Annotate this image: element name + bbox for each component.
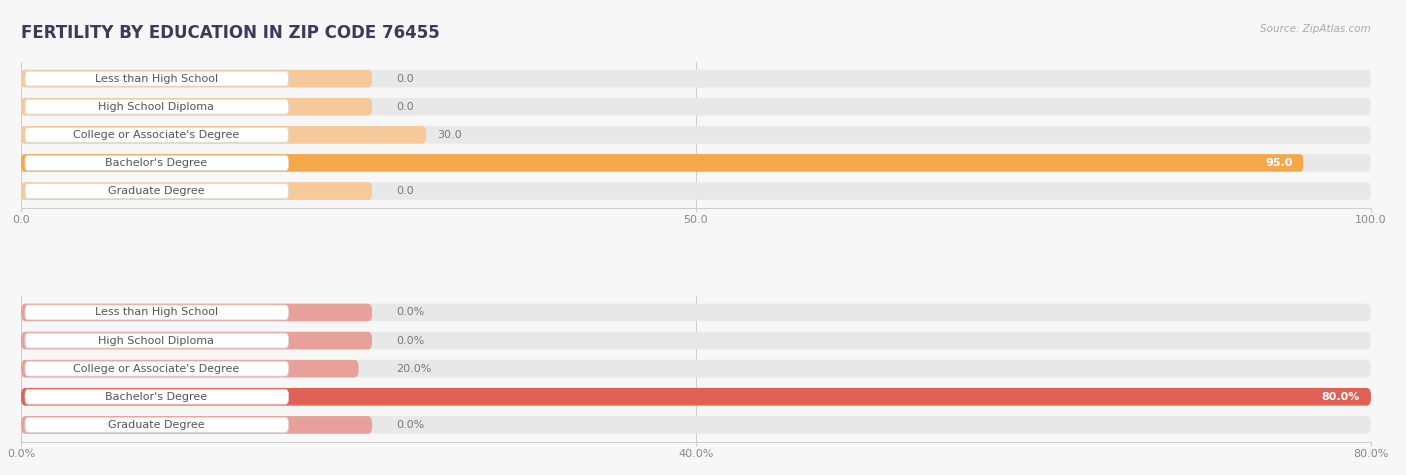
FancyBboxPatch shape (25, 99, 288, 114)
FancyBboxPatch shape (21, 360, 1371, 378)
FancyBboxPatch shape (25, 390, 288, 404)
FancyBboxPatch shape (21, 416, 373, 434)
Text: 0.0: 0.0 (396, 102, 413, 112)
FancyBboxPatch shape (21, 98, 373, 115)
FancyBboxPatch shape (25, 305, 288, 320)
FancyBboxPatch shape (25, 333, 288, 348)
FancyBboxPatch shape (21, 70, 373, 87)
Text: 95.0: 95.0 (1265, 158, 1292, 168)
Text: 30.0: 30.0 (437, 130, 461, 140)
Text: Graduate Degree: Graduate Degree (108, 186, 204, 196)
Text: 80.0%: 80.0% (1322, 392, 1360, 402)
FancyBboxPatch shape (21, 304, 1371, 321)
Text: 0.0%: 0.0% (396, 335, 425, 346)
Text: 0.0: 0.0 (396, 186, 413, 196)
FancyBboxPatch shape (21, 182, 1371, 200)
FancyBboxPatch shape (21, 360, 359, 378)
Text: Graduate Degree: Graduate Degree (108, 420, 204, 430)
FancyBboxPatch shape (25, 71, 288, 86)
FancyBboxPatch shape (21, 388, 1371, 406)
Text: College or Associate's Degree: College or Associate's Degree (73, 130, 239, 140)
Text: Bachelor's Degree: Bachelor's Degree (105, 158, 207, 168)
Text: 20.0%: 20.0% (396, 364, 432, 374)
Text: College or Associate's Degree: College or Associate's Degree (73, 364, 239, 374)
Text: 0.0%: 0.0% (396, 420, 425, 430)
Text: 0.0: 0.0 (396, 74, 413, 84)
FancyBboxPatch shape (25, 418, 288, 432)
Text: High School Diploma: High School Diploma (98, 335, 214, 346)
FancyBboxPatch shape (25, 184, 288, 199)
Text: Less than High School: Less than High School (94, 307, 218, 317)
Text: Bachelor's Degree: Bachelor's Degree (105, 392, 207, 402)
FancyBboxPatch shape (21, 126, 426, 143)
Text: FERTILITY BY EDUCATION IN ZIP CODE 76455: FERTILITY BY EDUCATION IN ZIP CODE 76455 (21, 24, 440, 42)
Text: Less than High School: Less than High School (94, 74, 218, 84)
FancyBboxPatch shape (21, 70, 1371, 87)
Text: High School Diploma: High School Diploma (98, 102, 214, 112)
FancyBboxPatch shape (21, 154, 1371, 172)
FancyBboxPatch shape (21, 332, 373, 350)
FancyBboxPatch shape (21, 332, 1371, 350)
FancyBboxPatch shape (21, 304, 373, 321)
FancyBboxPatch shape (21, 98, 1371, 115)
FancyBboxPatch shape (21, 416, 1371, 434)
FancyBboxPatch shape (25, 127, 288, 142)
Text: Source: ZipAtlas.com: Source: ZipAtlas.com (1260, 24, 1371, 34)
FancyBboxPatch shape (25, 155, 288, 171)
Text: 0.0%: 0.0% (396, 307, 425, 317)
FancyBboxPatch shape (21, 182, 373, 200)
FancyBboxPatch shape (21, 126, 1371, 143)
FancyBboxPatch shape (25, 361, 288, 376)
FancyBboxPatch shape (21, 154, 1303, 172)
FancyBboxPatch shape (21, 388, 1371, 406)
